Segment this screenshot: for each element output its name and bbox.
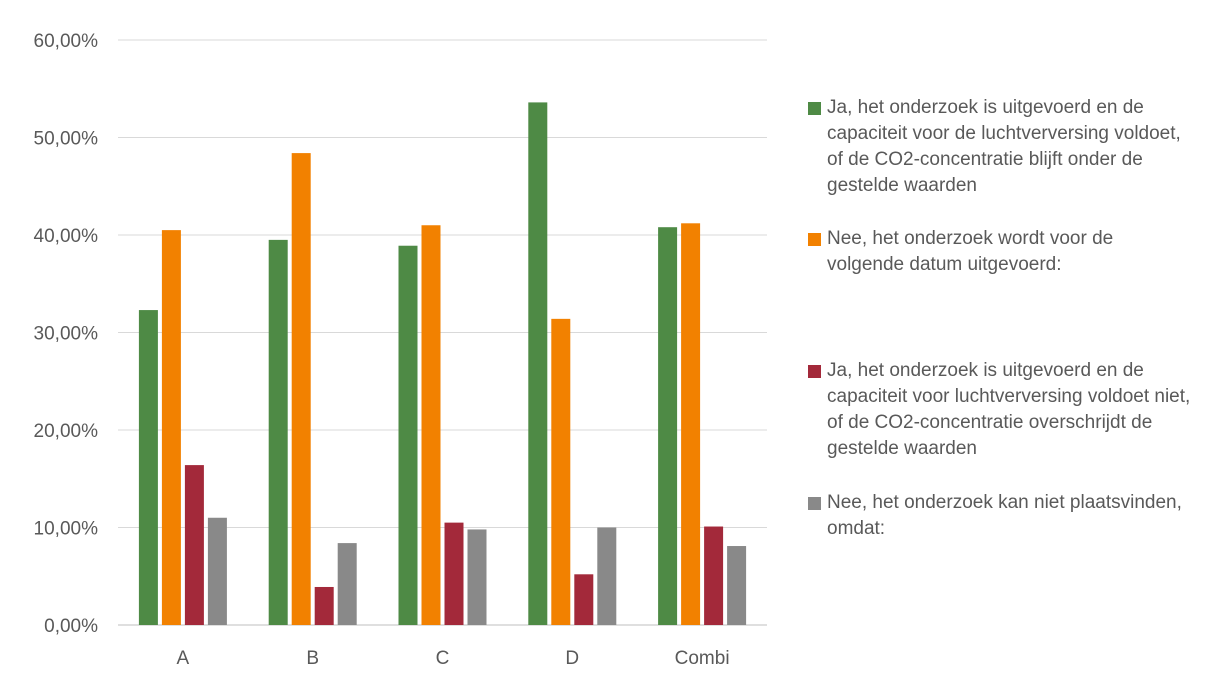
bar-b-series-1 [268,239,288,625]
bar-a-series-4 [207,517,227,625]
y-tick-label: 50,00% [34,129,99,150]
bar-a-series-3 [184,465,204,625]
bar-c-series-1 [398,245,418,625]
x-tick-label: B [306,648,319,669]
x-axis-tick-labels: A B C D Combi [177,648,730,669]
bar-d-series-4 [597,527,617,625]
legend-swatch-green [808,102,821,115]
bar-c-series-3 [444,522,464,625]
bar-d-series-1 [528,102,548,625]
bars [138,102,747,626]
bar-d-series-3 [574,574,594,625]
bar-combi-series-4 [727,546,747,625]
x-tick-label: D [565,648,579,669]
legend-label: Nee, het onderzoek wordt voor de volgend… [827,228,1114,275]
bar-c-series-2 [421,225,441,625]
x-tick-label: C [436,648,450,669]
legend-swatch-red [808,365,821,378]
y-axis-tick-labels: 0,00% 10,00% 20,00% 30,00% 40,00% 50,00% 60,00… [34,31,99,637]
y-tick-label: 40,00% [34,226,99,247]
y-tick-label: 30,00% [34,324,99,345]
bar-a-series-2 [161,230,181,625]
y-tick-label: 0,00% [44,616,98,637]
bar-combi-series-1 [658,227,678,625]
x-tick-label: Combi [675,648,730,669]
bar-combi-series-2 [681,223,701,626]
y-tick-label: 20,00% [34,421,99,442]
bar-c-series-4 [467,529,487,625]
x-tick-label: A [177,648,190,669]
legend-label: Ja, het onderzoek is uitgevoerd en de ca… [827,360,1191,459]
legend-swatch-gray [808,497,821,510]
legend-label: Ja, het onderzoek is uitgevoerd en de ca… [827,97,1181,196]
bar-b-series-2 [291,153,311,625]
bar-b-series-4 [337,543,357,625]
bar-combi-series-3 [704,526,724,625]
bar-d-series-2 [551,318,571,625]
y-tick-label: 10,00% [34,519,99,540]
legend-swatch-orange [808,233,821,246]
y-tick-label: 60,00% [34,31,99,52]
bar-a-series-1 [138,310,158,625]
legend-label: Nee, het onderzoek kan niet plaatsvinden… [827,492,1182,539]
bar-b-series-3 [314,586,334,625]
